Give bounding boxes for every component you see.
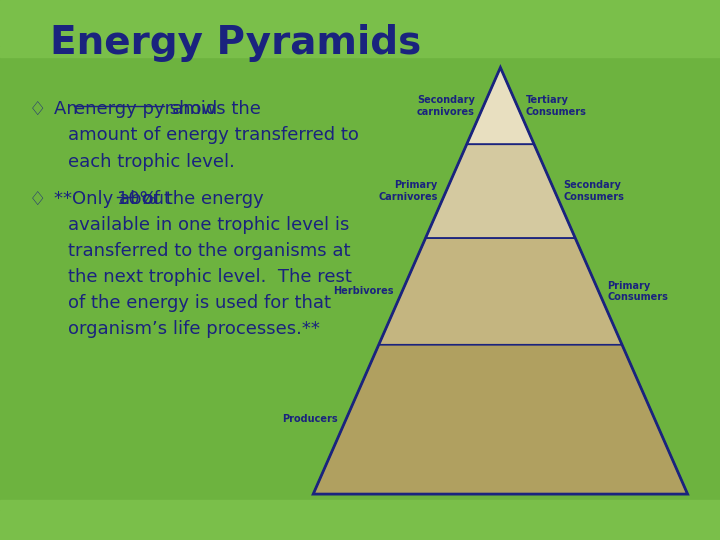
Text: available in one trophic level is: available in one trophic level is xyxy=(68,216,350,234)
Text: Secondary
Consumers: Secondary Consumers xyxy=(563,180,624,202)
Text: of the energy: of the energy xyxy=(137,190,264,208)
Text: Tertiary
Consumers: Tertiary Consumers xyxy=(526,95,587,117)
Text: amount of energy transferred to: amount of energy transferred to xyxy=(68,126,359,144)
Bar xyxy=(0,46,720,57)
Text: ♢: ♢ xyxy=(29,100,46,119)
Bar xyxy=(0,510,720,540)
Polygon shape xyxy=(467,68,534,144)
Bar xyxy=(0,0,720,46)
Text: Primary
Consumers: Primary Consumers xyxy=(607,281,668,302)
Polygon shape xyxy=(426,144,575,238)
Text: Producers: Producers xyxy=(282,414,337,424)
Text: the next trophic level.  The rest: the next trophic level. The rest xyxy=(68,268,352,286)
Text: 10%: 10% xyxy=(117,190,156,208)
Text: each trophic level.: each trophic level. xyxy=(68,153,235,171)
Text: shows the: shows the xyxy=(164,100,261,118)
Text: Secondary
carnivores: Secondary carnivores xyxy=(417,95,475,117)
Text: **Only about: **Only about xyxy=(54,190,176,208)
Bar xyxy=(0,500,720,510)
Polygon shape xyxy=(379,238,622,345)
Text: Energy Pyramids: Energy Pyramids xyxy=(50,24,422,62)
Text: of the energy is used for that: of the energy is used for that xyxy=(68,294,331,312)
Text: Herbivores: Herbivores xyxy=(333,286,394,296)
Text: ♢: ♢ xyxy=(29,190,46,209)
Text: transferred to the organisms at: transferred to the organisms at xyxy=(68,242,351,260)
Text: Primary
Carnivores: Primary Carnivores xyxy=(378,180,438,202)
Text: organism’s life processes.**: organism’s life processes.** xyxy=(68,320,320,338)
Text: An: An xyxy=(54,100,84,118)
Polygon shape xyxy=(313,345,688,494)
Text: energy pyramid: energy pyramid xyxy=(74,100,217,118)
